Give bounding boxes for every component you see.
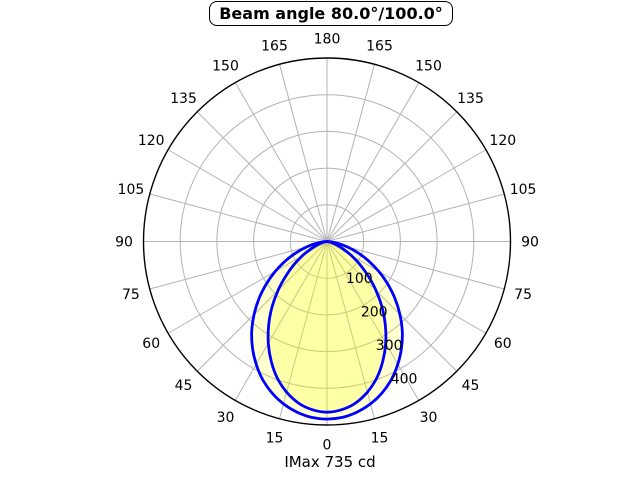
angle-tick-label: 135 — [457, 91, 484, 107]
angle-tick-label: 180 — [314, 31, 341, 47]
angle-tick-label: 150 — [212, 59, 239, 75]
radial-tick-label: 300 — [376, 338, 403, 354]
polar-grid-circle — [216, 130, 438, 353]
angle-tick-label: 135 — [170, 91, 197, 107]
angle-tick-label: 90 — [521, 234, 539, 250]
polar-grid-spoke — [326, 241, 505, 290]
angle-tick-label: 60 — [142, 336, 160, 352]
polar-grid-circle — [179, 94, 475, 389]
polar-outer-circle — [142, 57, 512, 426]
imax-caption: IMax 735 cd — [284, 453, 376, 471]
angle-tick-label: 105 — [118, 182, 145, 198]
beam-curve-100 — [250, 240, 404, 421]
polar-grid-spoke — [279, 64, 328, 242]
polar-grid-spoke — [326, 111, 458, 242]
polar-grid-spoke — [167, 149, 328, 242]
polar-grid-spoke — [326, 193, 505, 242]
angle-tick-label: 165 — [261, 38, 288, 54]
angle-tick-label: 105 — [510, 182, 537, 198]
radial-tick-label: 100 — [346, 271, 373, 287]
polar-grid-spoke — [326, 241, 420, 401]
angle-tick-label: 30 — [217, 410, 235, 426]
angle-tick-label: 45 — [462, 378, 480, 394]
polar-grid-spoke — [326, 149, 487, 242]
beam-curve-80 — [266, 240, 388, 414]
radial-tick-label: 400 — [391, 372, 418, 388]
angle-tick-label: 165 — [366, 38, 393, 54]
polar-grid-spoke — [279, 241, 328, 419]
angle-tick-label: 30 — [420, 410, 438, 426]
polar-grid-spoke — [326, 82, 420, 242]
polar-grid-spoke — [326, 241, 375, 419]
polar-grid-spoke — [326, 64, 375, 242]
angle-tick-label: 150 — [415, 59, 442, 75]
angle-tick-label: 75 — [122, 287, 140, 303]
title-box: Beam angle 80.0°/100.0° — [209, 1, 453, 26]
beam-fill-80 — [268, 241, 386, 413]
beam-fill-100 — [251, 241, 403, 420]
polar-grid-spoke — [196, 241, 328, 372]
angle-tick-label: 60 — [494, 336, 512, 352]
polar-grid-spoke — [149, 241, 328, 290]
angle-tick-label: 120 — [489, 133, 516, 149]
polar-grid-spoke — [234, 82, 328, 242]
chart-title: Beam angle 80.0°/100.0° — [219, 4, 443, 23]
angle-tick-label: 45 — [175, 378, 193, 394]
radial-tick-label: 200 — [361, 304, 388, 320]
polar-grid-spoke — [196, 111, 328, 242]
angle-tick-label: 120 — [138, 133, 165, 149]
angle-tick-label: 15 — [371, 431, 389, 447]
polar-grid-spoke — [234, 241, 328, 401]
polar-grid-spoke — [149, 193, 328, 242]
polar-grid-spoke — [326, 241, 458, 372]
polar-grid-circle — [253, 167, 401, 316]
angle-tick-label: 90 — [115, 234, 133, 250]
angle-tick-label: 15 — [266, 431, 284, 447]
angle-tick-label: 0 — [323, 437, 332, 453]
angle-tick-label: 75 — [514, 287, 532, 303]
polar-grid-circle — [289, 204, 365, 279]
